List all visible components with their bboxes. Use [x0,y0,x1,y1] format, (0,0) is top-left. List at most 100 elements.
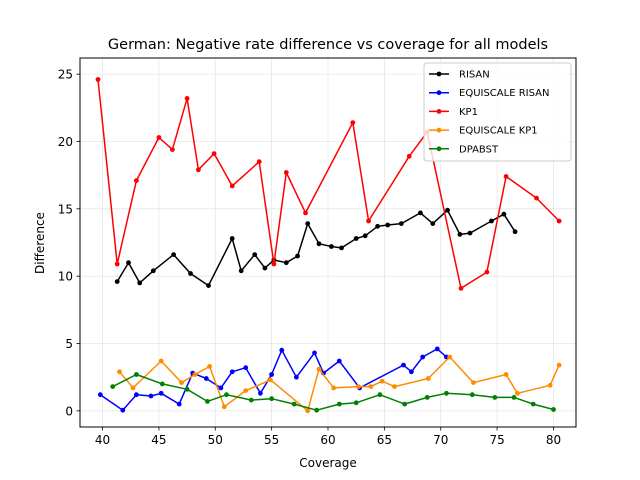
data-point-kp1 [170,147,175,153]
data-point-equiscale-risan [409,369,414,375]
series-dpabst [110,372,556,413]
y-tick-label: 0 [65,404,73,418]
legend-swatch-marker [436,90,442,96]
legend-label: EQUISCALE KP1 [459,126,538,137]
legend-swatch-marker [436,71,442,77]
data-point-equiscale-kp1 [316,366,322,372]
data-point-equiscale-risan [269,372,274,377]
chart-title: German: Negative rate difference vs cove… [108,37,548,53]
data-point-equiscale-kp1 [268,377,273,383]
data-point-risan [305,221,311,227]
data-point-kp1 [484,269,490,275]
data-point-equiscale-kp1 [305,408,311,414]
data-point-dpabst [444,390,449,396]
data-point-kp1 [534,195,539,201]
data-point-risan [512,229,518,235]
data-point-risan [316,241,322,247]
data-point-kp1 [229,183,235,189]
legend-label: RISAN [459,70,490,81]
y-tick-label: 10 [58,270,73,284]
data-point-equiscale-risan [158,390,164,396]
x-tick-label: 40 [95,433,110,447]
legend-label: DPABST [459,144,499,155]
data-point-dpabst [377,392,383,398]
data-point-risan [385,222,391,228]
data-point-risan [229,236,235,241]
legend-entry: EQUISCALE RISAN [429,88,549,99]
data-point-dpabst [184,386,190,392]
data-point-kp1 [366,218,371,224]
data-point-kp1 [556,218,562,224]
data-point-equiscale-risan [312,350,317,356]
y-tick-label: 15 [58,202,73,216]
series-equiscale-risan [97,346,449,413]
data-point-risan [283,260,289,266]
x-axis-label: Coverage [299,456,357,470]
data-point-equiscale-kp1 [117,369,122,375]
data-point-equiscale-risan [120,407,126,413]
data-point-dpabst [224,392,229,398]
data-point-risan [252,252,258,257]
data-point-equiscale-kp1 [547,382,553,388]
data-point-equiscale-risan [434,346,440,352]
x-tick-label: 50 [208,433,223,447]
data-point-equiscale-kp1 [379,378,385,384]
data-point-equiscale-risan [134,392,139,398]
data-point-risan [150,268,156,274]
x-tick-label: 75 [489,433,504,447]
series-equiscale-kp1 [117,354,562,414]
x-tick-label: 55 [264,433,279,447]
data-point-risan [375,223,380,229]
data-point-equiscale-risan [279,347,285,353]
data-point-risan [206,283,211,288]
y-axis-label: Difference [33,212,47,274]
data-point-equiscale-kp1 [130,385,136,391]
data-point-dpabst [353,400,359,406]
data-point-risan [238,268,244,274]
data-point-equiscale-kp1 [515,390,520,396]
data-point-equiscale-kp1 [503,372,509,377]
data-point-kp1 [156,135,162,140]
y-tick-label: 5 [65,337,73,351]
data-point-equiscale-kp1 [556,362,562,368]
data-point-equiscale-risan [203,376,209,381]
data-point-kp1 [283,170,289,175]
y-axis: 0 5 10 15 20 25 [58,68,80,418]
data-point-equiscale-risan [258,390,263,396]
data-point-risan [329,244,334,249]
x-tick-label: 70 [433,433,448,447]
x-tick-label: 60 [320,433,335,447]
data-point-equiscale-risan [218,385,224,391]
data-point-dpabst [291,401,297,407]
data-point-equiscale-kp1 [207,364,213,369]
data-point-dpabst [551,407,556,412]
data-point-equiscale-kp1 [243,388,249,393]
data-point-equiscale-risan [229,369,235,375]
data-point-kp1 [211,151,217,157]
data-point-kp1 [503,174,509,179]
data-point-kp1 [256,159,262,165]
data-point-kp1 [458,285,464,291]
data-point-kp1 [184,96,190,101]
data-point-dpabst [469,392,475,398]
data-point-equiscale-risan [294,374,299,380]
data-point-equiscale-risan [97,392,103,398]
data-point-equiscale-risan [401,362,406,368]
data-point-equiscale-risan [148,393,154,399]
data-point-risan [126,260,131,266]
data-point-dpabst [530,401,536,407]
data-point-equiscale-kp1 [221,404,227,410]
legend-label: EQUISCALE RISAN [459,88,549,99]
data-point-kp1 [196,167,201,173]
data-point-dpabst [134,372,139,377]
data-point-risan [262,265,268,271]
data-point-risan [353,236,359,241]
data-point-dpabst [248,397,254,403]
data-point-dpabst [269,396,274,402]
data-point-equiscale-kp1 [331,385,336,391]
legend-entry: KP1 [429,107,478,118]
data-point-equiscale-kp1 [179,380,184,385]
data-point-dpabst [424,395,430,400]
data-point-equiscale-risan [176,401,182,407]
